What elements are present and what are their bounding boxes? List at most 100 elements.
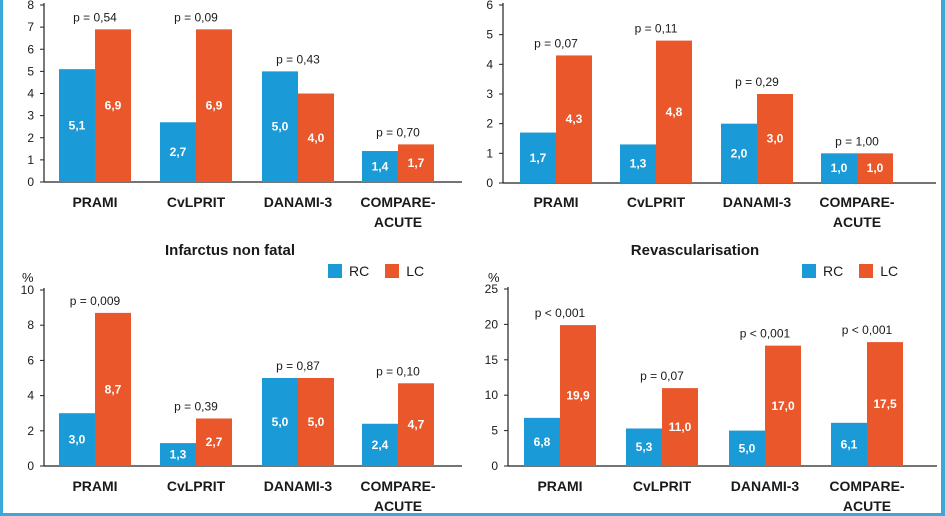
category-label: DANAMI-3 [731, 478, 800, 494]
p-value-label: p = 0,009 [70, 294, 121, 308]
y-tick-label: 0 [486, 176, 493, 190]
bar-lc [662, 388, 698, 466]
p-value-label: p = 0,70 [376, 125, 420, 139]
bar-lc-value-label: 4,0 [308, 131, 325, 145]
bar-lc-value-label: 8,7 [105, 382, 122, 396]
y-tick-label: 2 [27, 424, 34, 438]
y-tick-label: 1 [486, 146, 493, 160]
y-tick-label: 4 [27, 87, 34, 101]
p-value-label: p = 0,07 [640, 369, 684, 383]
category-label: PRAMI [72, 194, 117, 210]
y-tick-label: 0 [491, 459, 498, 473]
bar-lc [765, 345, 801, 466]
p-value-label: p = 0,39 [174, 399, 218, 413]
left-frame-border [0, 0, 3, 516]
bar-rc-value-label: 1,7 [530, 151, 547, 165]
bar-rc-value-label: 1,3 [630, 157, 647, 171]
category-label: ACUTE [374, 498, 422, 514]
chart-title: Infarctus non fatal [164, 242, 295, 259]
bar-rc [831, 422, 867, 466]
bar-lc-value-label: 19,9 [566, 389, 590, 403]
bar-chart-revascularisation: 0 5 10 15 20 25 6,8 19,9 p < 0,001 PRAMI 5,3 11,0 p … [485, 282, 937, 514]
bar-chart-top-right: 0 1 2 3 4 5 6 1,7 4,3 p = 0,07 PRAMI 1,3 4,8 p = 0,11… [486, 0, 936, 230]
category-label: CvLPRIT [633, 478, 692, 494]
bar-lc [298, 93, 334, 182]
legend-rc-swatch [328, 264, 342, 278]
bar-lc-value-label: 1,7 [408, 156, 425, 170]
bar-lc [656, 40, 692, 183]
y-tick-label: 3 [27, 109, 34, 123]
legend-lc-label: LC [880, 263, 899, 279]
p-value-label: p = 0,09 [174, 10, 218, 24]
bar-lc [95, 312, 131, 466]
bar-rc [721, 123, 757, 183]
chart-panel-top-left: 0 1 2 3 4 5 6 7 8 5,1 6,9 p = 0,54 PRAMI 2,7 6,9 p = 0,… [0, 0, 470, 240]
p-value-label: p = 0,07 [534, 36, 578, 50]
y-tick-label: 8 [27, 0, 34, 12]
bar-lc [757, 94, 793, 183]
y-tick-label: 1 [27, 153, 34, 167]
bar-lc-value-label: 11,0 [669, 420, 692, 434]
y-tick-label: 2 [27, 131, 34, 145]
category-label: PRAMI [537, 478, 582, 494]
p-value-label: p = 0,43 [276, 52, 320, 66]
bar-rc [821, 153, 857, 183]
bar-rc [620, 144, 656, 183]
bar-rc [262, 71, 298, 182]
y-tick-label: 10 [485, 388, 499, 402]
y-tick-label: 5 [491, 424, 498, 438]
right-frame-border [941, 0, 945, 516]
y-tick-label: 15 [485, 353, 499, 367]
bar-rc [729, 430, 765, 466]
legend: RC LC [802, 263, 914, 279]
y-tick-label: 6 [486, 0, 493, 12]
bar-lc [556, 55, 592, 183]
bar-rc-value-label: 3,0 [69, 433, 86, 447]
bar-lc [867, 342, 903, 466]
category-label: DANAMI-3 [264, 194, 333, 210]
category-label: PRAMI [533, 194, 578, 210]
bar-rc-value-label: 1,0 [831, 161, 848, 175]
bar-lc [95, 29, 131, 183]
p-value-label: p = 0,29 [735, 75, 779, 89]
bar-rc [626, 428, 662, 466]
bar-lc-value-label: 4,7 [408, 418, 425, 432]
y-tick-label: 5 [27, 64, 34, 78]
bar-lc-value-label: 6,9 [105, 99, 122, 113]
bar-lc [560, 325, 596, 466]
bar-lc-value-label: 1,0 [867, 161, 884, 175]
bar-rc [524, 417, 560, 466]
bar-lc-value-label: 6,9 [206, 99, 223, 113]
legend: RC LC [328, 263, 440, 279]
category-label: ACUTE [833, 214, 881, 230]
y-axis-unit: % [22, 270, 34, 285]
y-axis-unit: % [488, 270, 500, 285]
bar-lc-value-label: 17,5 [873, 397, 897, 411]
bar-chart-top-left: 0 1 2 3 4 5 6 7 8 5,1 6,9 p = 0,54 PRAMI 2,7 6,9 p = 0,… [27, 0, 462, 230]
bar-rc [59, 69, 95, 182]
legend-lc-label: LC [406, 263, 425, 279]
y-tick-label: 7 [27, 20, 34, 34]
y-tick-label: 3 [486, 87, 493, 101]
bar-rc [160, 122, 196, 182]
legend-rc-swatch [802, 264, 816, 278]
y-tick-label: 20 [485, 317, 499, 331]
y-tick-label: 5 [486, 28, 493, 42]
bar-lc [398, 144, 434, 182]
bar-rc-value-label: 5,3 [636, 440, 653, 454]
bar-chart-infarctus: 0 2 4 6 8 10 3,0 8,7 p = 0,009 PRAMI 1,3 2,7 p = 0,3… [21, 283, 462, 514]
category-label: COMPARE- [360, 194, 436, 210]
bar-rc [362, 151, 398, 182]
category-label: COMPARE- [829, 478, 905, 494]
category-label: CvLPRIT [627, 194, 686, 210]
legend-rc-label: RC [823, 263, 844, 279]
bar-rc-value-label: 2,0 [731, 146, 748, 160]
bar-rc [362, 423, 398, 466]
chart-panel-infarctus: Infarctus non fatal % RC LC 0 2 4 6 8 10 3,0 8,… [0, 242, 470, 516]
category-label: CvLPRIT [167, 194, 226, 210]
bar-rc-value-label: 1,4 [372, 160, 389, 174]
bar-lc-value-label: 17,0 [771, 399, 795, 413]
bar-lc [857, 153, 893, 183]
chart-panel-top-right: 0 1 2 3 4 5 6 1,7 4,3 p = 0,07 PRAMI 1,3 4,8 p = 0,11… [470, 0, 941, 240]
y-tick-label: 4 [486, 57, 493, 71]
